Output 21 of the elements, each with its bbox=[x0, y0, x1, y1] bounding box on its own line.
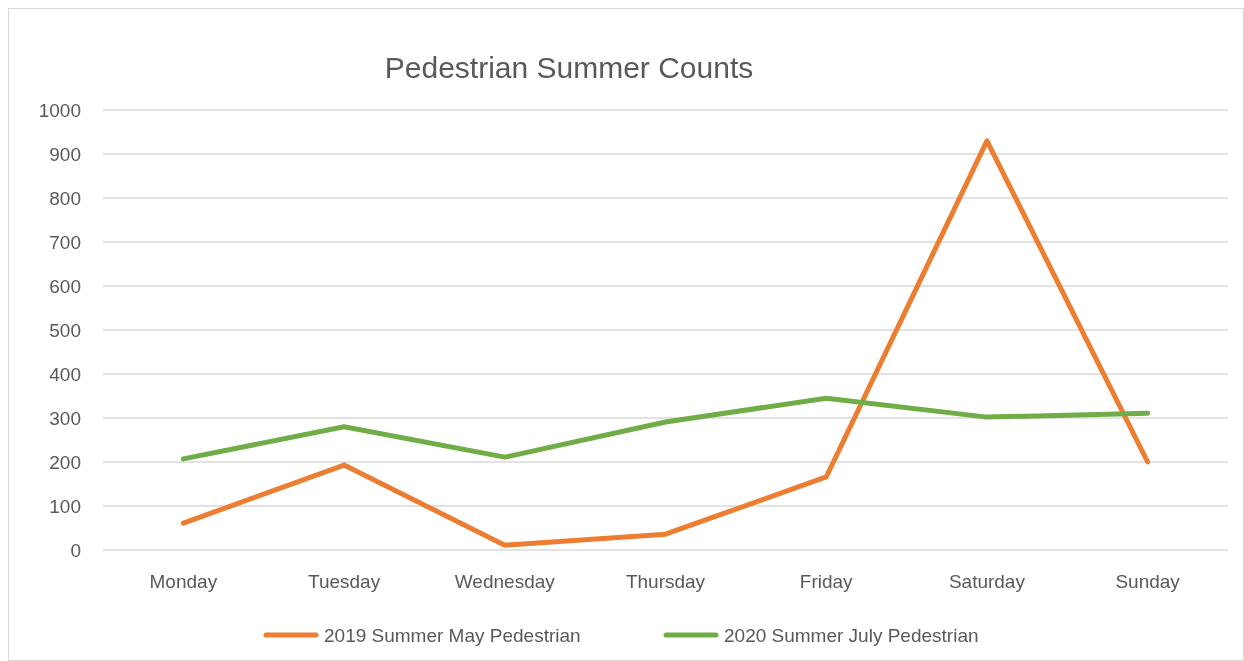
chart-title: Pedestrian Summer Counts bbox=[384, 51, 754, 84]
y-tick-label: 300 bbox=[49, 407, 81, 429]
x-tick-label: Sunday bbox=[1115, 571, 1181, 592]
x-tick-label: Saturday bbox=[948, 571, 1026, 592]
y-tick-label: 600 bbox=[49, 275, 81, 297]
y-tick-label: 0 bbox=[70, 539, 81, 561]
y-tick-label: 400 bbox=[49, 363, 81, 385]
y-tick-label: 900 bbox=[49, 143, 81, 165]
y-tick-label: 700 bbox=[49, 231, 81, 253]
legend-label: 2020 Summer July Pedestrian bbox=[724, 624, 979, 646]
y-tick-label: 500 bbox=[49, 319, 81, 341]
x-tick-label: Friday bbox=[799, 571, 854, 592]
y-tick-label: 800 bbox=[49, 187, 81, 209]
x-tick-label: Wednesday bbox=[454, 571, 556, 592]
y-tick-label: 100 bbox=[49, 495, 81, 517]
x-tick-label: Thursday bbox=[625, 571, 706, 592]
x-tick-label: Tuesday bbox=[307, 571, 381, 592]
y-tick-label: 1000 bbox=[38, 99, 81, 121]
x-tick-label: Monday bbox=[149, 571, 218, 592]
y-tick-label: 200 bbox=[49, 451, 81, 473]
legend-label: 2019 Summer May Pedestrian bbox=[324, 624, 581, 646]
